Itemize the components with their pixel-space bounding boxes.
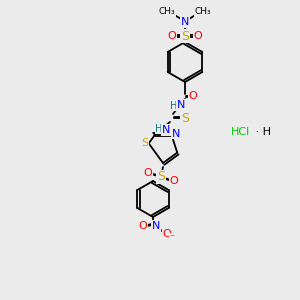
Text: HCl: HCl: [230, 127, 250, 137]
Text: CH₃: CH₃: [195, 8, 211, 16]
Text: N: N: [177, 100, 185, 110]
Text: O: O: [144, 168, 152, 178]
Text: H: H: [155, 124, 163, 134]
Text: O: O: [139, 221, 147, 231]
Text: O: O: [189, 91, 197, 101]
Text: S: S: [141, 138, 148, 148]
Text: N: N: [172, 129, 180, 139]
Text: S: S: [157, 170, 165, 184]
Text: O: O: [194, 31, 202, 41]
Text: N: N: [162, 125, 170, 135]
Text: O: O: [163, 229, 171, 239]
Text: S: S: [181, 29, 189, 43]
Text: ⁻: ⁻: [169, 233, 175, 243]
Text: H: H: [170, 101, 178, 111]
Text: O: O: [168, 31, 176, 41]
Text: · H: · H: [252, 127, 271, 137]
Text: S: S: [181, 112, 189, 124]
Text: N: N: [152, 221, 160, 231]
Text: O: O: [169, 176, 178, 186]
Text: N: N: [181, 17, 189, 27]
Text: CH₃: CH₃: [159, 8, 175, 16]
